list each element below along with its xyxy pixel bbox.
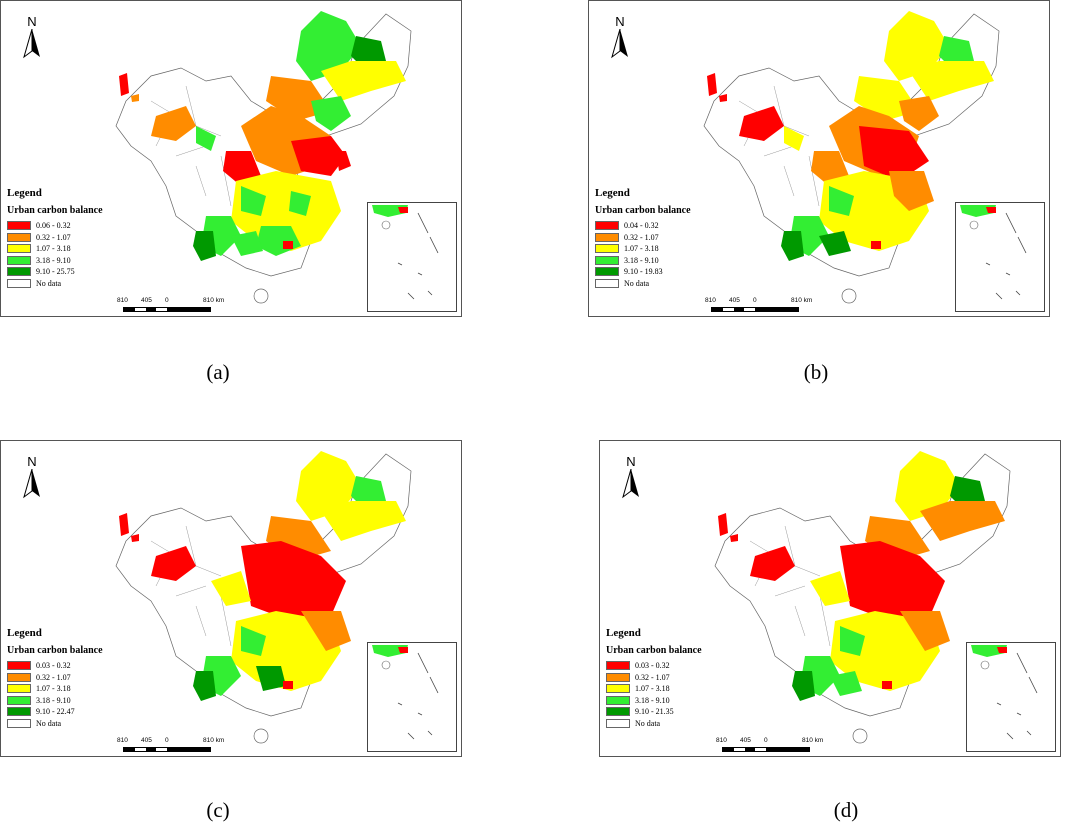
legend-subtitle: Urban carbon balance	[7, 645, 103, 656]
legend-item: 0.32 - 1.07	[606, 672, 702, 684]
legend-swatch	[595, 244, 619, 254]
legend-item: 0.32 - 1.07	[7, 672, 103, 684]
south-china-sea-inset	[955, 202, 1045, 312]
legend-swatch	[595, 221, 619, 231]
north-arrow-icon	[611, 28, 628, 59]
legend-swatch	[7, 255, 31, 265]
north-arrow: N	[616, 455, 646, 504]
legend-swatch	[7, 695, 31, 705]
legend-item: 1.07 - 3.18	[606, 683, 702, 695]
legend-swatch	[7, 672, 31, 682]
legend-swatch	[7, 232, 31, 242]
legend-title: Legend	[606, 627, 641, 639]
panel-caption-a: (a)	[206, 360, 230, 384]
legend-title: Legend	[595, 187, 630, 199]
legend-swatch	[595, 278, 619, 288]
legend-item: 9.10 - 22.47	[7, 706, 103, 718]
legend-item: 1.07 - 3.18	[7, 243, 103, 255]
legend-item: No data	[606, 718, 702, 730]
region-fills-a	[119, 11, 406, 261]
map-legend: Legend Urban carbon balance 0.03 - 0.32 …	[7, 627, 103, 729]
north-arrow: N	[17, 455, 47, 504]
south-china-sea-inset	[367, 642, 457, 752]
legend-item: 0.03 - 0.32	[606, 660, 702, 672]
legend-swatch	[606, 661, 630, 671]
legend-subtitle: Urban carbon balance	[606, 645, 702, 656]
north-arrow-icon	[622, 468, 639, 499]
legend-swatch	[606, 707, 630, 717]
legend-title: Legend	[7, 627, 42, 639]
legend-swatch	[7, 221, 31, 231]
china-map-d	[714, 451, 1011, 744]
legend-swatch	[7, 684, 31, 694]
panel-caption-b: (b)	[803, 360, 829, 384]
legend-item: 1.07 - 3.18	[595, 243, 691, 255]
legend-swatch	[7, 718, 31, 728]
legend-item: 0.03 - 0.32	[7, 660, 103, 672]
north-arrow-icon	[23, 468, 40, 499]
legend-item: 0.32 - 1.07	[595, 232, 691, 244]
legend-item: 3.18 - 9.10	[7, 255, 103, 267]
legend-swatch	[595, 267, 619, 277]
map-legend: Legend Urban carbon balance 0.04 - 0.32 …	[595, 187, 691, 289]
legend-item: No data	[7, 718, 103, 730]
legend-item: 9.10 - 25.75	[7, 266, 103, 278]
legend-item: 1.07 - 3.18	[7, 683, 103, 695]
map-panel-c: N Legend Urban carbon balance 0.03 - 0.3…	[0, 440, 462, 757]
china-map-a	[115, 11, 412, 304]
china-map-b	[703, 11, 1000, 304]
scale-bar: 810 405 0 810 km	[705, 297, 812, 312]
map-panel-d: N Legend Urban carbon balance 0.03 - 0.3…	[599, 440, 1061, 757]
panel-caption-c: (c)	[206, 798, 230, 822]
map-legend: Legend Urban carbon balance 0.03 - 0.32 …	[606, 627, 702, 729]
legend-item: 0.32 - 1.07	[7, 232, 103, 244]
legend-swatch	[7, 661, 31, 671]
scale-bar: 810 405 0 810 km	[117, 737, 224, 752]
legend-item: 0.04 - 0.32	[595, 220, 691, 232]
legend-swatch	[595, 255, 619, 265]
map-panel-b: N Legend Urban carbon balance 0.04 - 0.3…	[588, 0, 1050, 317]
region-fills-b	[707, 11, 994, 261]
legend-item: No data	[7, 278, 103, 290]
legend-subtitle: Urban carbon balance	[7, 205, 103, 216]
legend-swatch	[7, 267, 31, 277]
legend-swatch	[606, 718, 630, 728]
legend-swatch	[7, 707, 31, 717]
north-arrow: N	[17, 15, 47, 64]
map-legend: Legend Urban carbon balance 0.06 - 0.32 …	[7, 187, 103, 289]
china-map-c	[115, 451, 412, 744]
legend-item: No data	[595, 278, 691, 290]
legend-item: 3.18 - 9.10	[595, 255, 691, 267]
map-panel-a: N Legend Urban carbon balance 0.06 - 0.3…	[0, 0, 462, 317]
north-arrow: N	[605, 15, 635, 64]
legend-subtitle: Urban carbon balance	[595, 205, 691, 216]
region-fills-d	[718, 451, 1005, 701]
legend-item: 0.06 - 0.32	[7, 220, 103, 232]
legend-item: 3.18 - 9.10	[606, 695, 702, 707]
legend-item: 3.18 - 9.10	[7, 695, 103, 707]
legend-swatch	[595, 232, 619, 242]
south-china-sea-inset	[367, 202, 457, 312]
legend-item: 9.10 - 19.83	[595, 266, 691, 278]
scale-bar: 810 405 0 810 km	[716, 737, 823, 752]
north-arrow-icon	[23, 28, 40, 59]
scale-bar: 810 405 0 810 km	[117, 297, 224, 312]
legend-swatch	[7, 244, 31, 254]
south-china-sea-inset	[966, 642, 1056, 752]
legend-swatch	[7, 278, 31, 288]
legend-swatch	[606, 684, 630, 694]
legend-swatch	[606, 672, 630, 682]
region-fills-c	[119, 451, 406, 701]
legend-title: Legend	[7, 187, 42, 199]
panel-caption-d: (d)	[833, 798, 859, 822]
legend-swatch	[606, 695, 630, 705]
legend-item: 9.10 - 21.35	[606, 706, 702, 718]
